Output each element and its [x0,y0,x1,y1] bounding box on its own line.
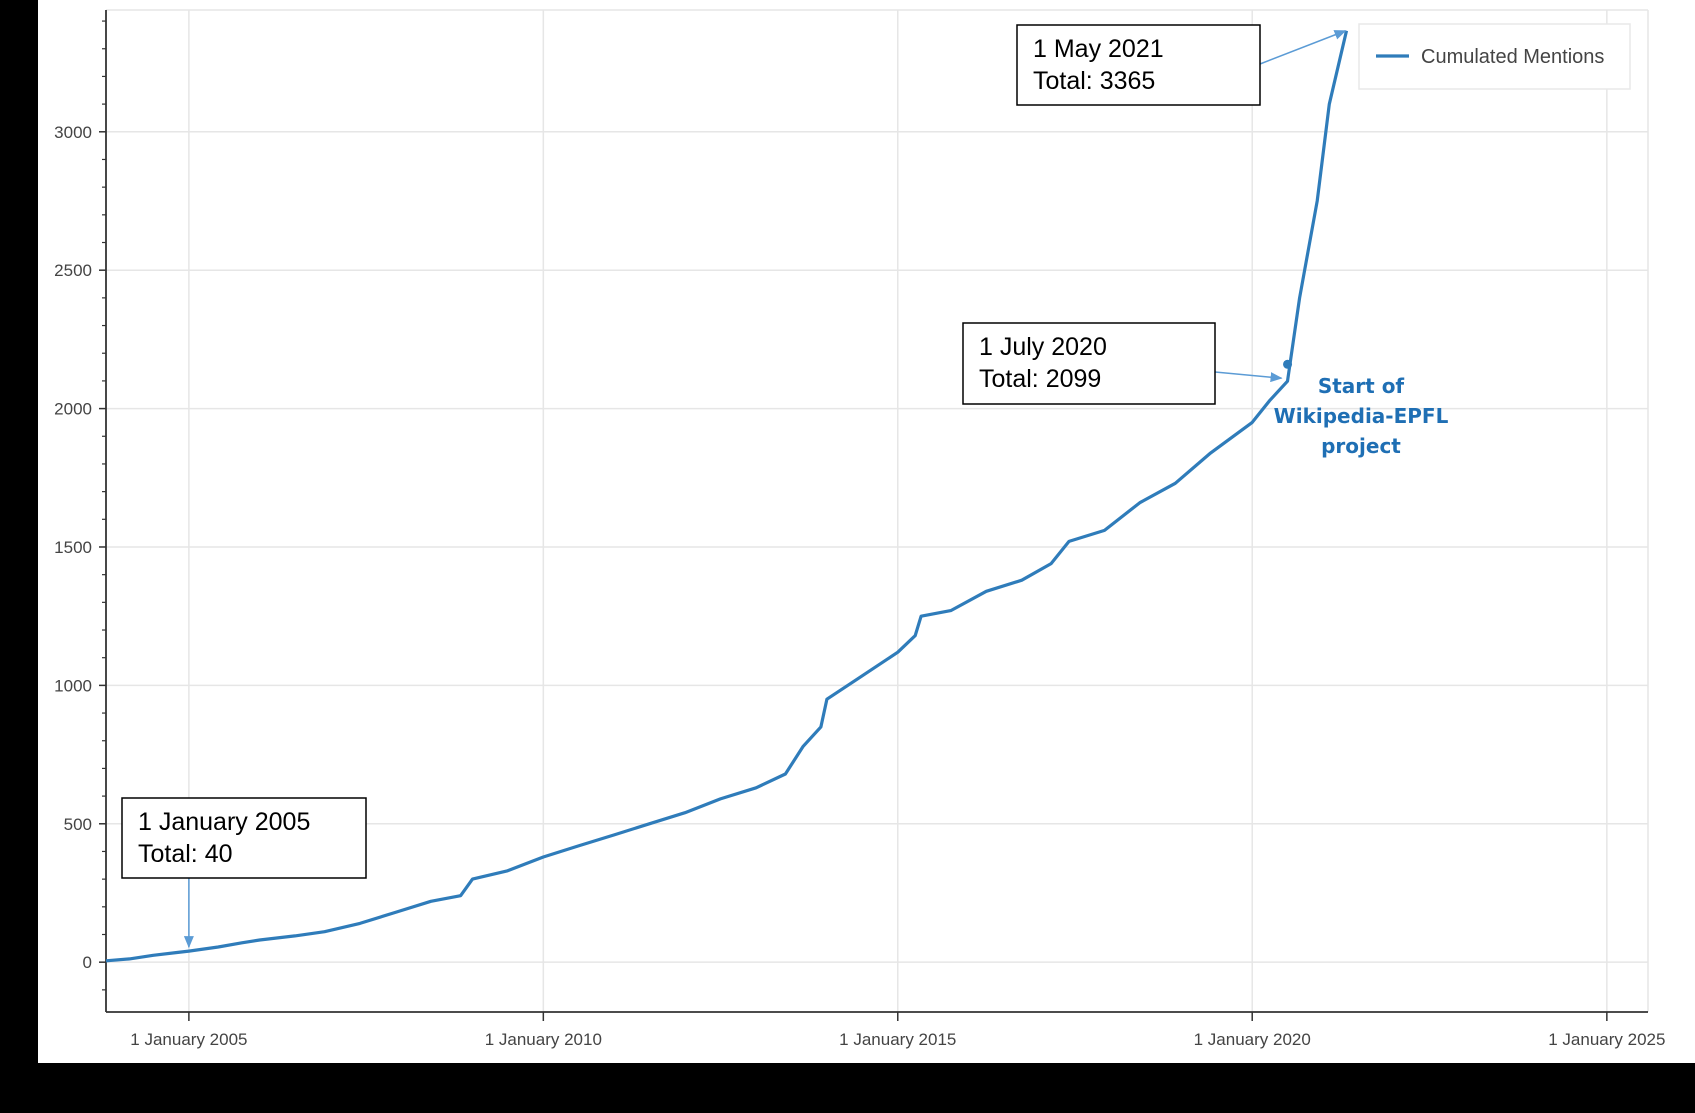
project-start-marker [1283,359,1293,369]
x-tick-label: 1 January 2010 [485,1030,602,1049]
grid-lines [106,9,1649,1012]
x-tick-label: 1 January 2015 [839,1030,956,1049]
x-tick-label: 1 January 2025 [1548,1030,1665,1049]
project-label-line: project [1321,434,1401,458]
annotation-date: 1 May 2021 [1033,35,1164,63]
annotation-total: Total: 3365 [1033,67,1155,95]
y-tick-label: 2000 [54,400,92,419]
annotation-arrow [1259,30,1347,65]
legend-label: Cumulated Mentions [1421,46,1604,68]
annotation-box [1016,24,1261,106]
x-tick-label: 1 January 2005 [130,1030,247,1049]
series-layer [105,30,1349,963]
annotation-date: 1 July 2020 [979,333,1107,361]
y-tick-label: 2500 [54,261,92,280]
y-tick-label: 1500 [54,538,92,557]
annotation-box [962,322,1216,405]
annotation-arrow [1214,371,1283,383]
series-line-cumulated-mentions [105,30,1349,963]
y-tick-label: 500 [64,815,92,834]
legend: Cumulated Mentions [1358,23,1631,90]
project-label-line: Start of [1318,374,1405,398]
project-label-line: Wikipedia-EPFL [1274,404,1449,428]
x-tick-label: 1 January 2020 [1194,1030,1311,1049]
y-tick-label: 0 [83,953,92,972]
annotation-box [121,797,367,879]
y-tick-label: 3000 [54,123,92,142]
annotation-total: Total: 40 [138,840,233,868]
y-tick-label: 1000 [54,676,92,695]
annotation-total: Total: 2099 [979,365,1101,393]
annotations-layer: 1 January 2005 Total: 40 1 July 2020 Total:… [121,24,1449,949]
chart-frame: 0 500 1000 1500 2000 2500 3000 1 January 2005 1 … [38,0,1695,1063]
annotation-date: 1 January 2005 [138,808,310,836]
